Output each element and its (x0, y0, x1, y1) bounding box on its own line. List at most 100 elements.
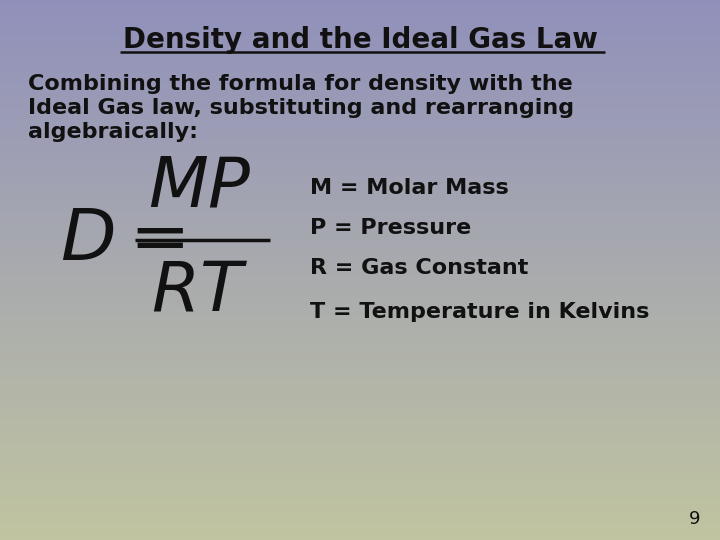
Bar (0, 216, 720, 217)
Bar (0, 367, 720, 368)
Bar (0, 42, 720, 43)
Bar (0, 99, 720, 100)
Bar (0, 76, 720, 77)
Bar (0, 425, 720, 426)
Bar (0, 466, 720, 467)
Bar (0, 43, 720, 44)
Bar (0, 311, 720, 312)
Bar (0, 463, 720, 464)
Bar (0, 162, 720, 163)
Bar (0, 259, 720, 260)
Bar (0, 101, 720, 102)
Bar (0, 361, 720, 362)
Bar (0, 395, 720, 396)
Bar (0, 290, 720, 291)
Bar (0, 64, 720, 65)
Bar (0, 193, 720, 194)
Bar (0, 344, 720, 345)
Bar (0, 354, 720, 355)
Bar (0, 157, 720, 158)
Bar (0, 447, 720, 448)
Bar (0, 16, 720, 17)
Bar (0, 368, 720, 369)
Bar (0, 74, 720, 75)
Bar (0, 405, 720, 406)
Bar (0, 238, 720, 239)
Bar (0, 530, 720, 531)
Bar (0, 181, 720, 182)
Bar (0, 228, 720, 229)
Bar (0, 102, 720, 103)
Bar (0, 71, 720, 72)
Bar (0, 197, 720, 198)
Bar (0, 343, 720, 344)
Bar (0, 355, 720, 356)
Bar (0, 426, 720, 427)
Bar (0, 183, 720, 184)
Bar (0, 298, 720, 299)
Bar (0, 473, 720, 474)
Bar (0, 440, 720, 441)
Bar (0, 296, 720, 297)
Bar (0, 456, 720, 457)
Bar (0, 111, 720, 112)
Bar (0, 502, 720, 503)
Bar (0, 487, 720, 488)
Bar (0, 457, 720, 458)
Text: P = Pressure: P = Pressure (310, 218, 472, 238)
Bar (0, 373, 720, 374)
Bar (0, 226, 720, 227)
Bar (0, 538, 720, 539)
Bar (0, 126, 720, 127)
Bar (0, 438, 720, 439)
Bar (0, 33, 720, 34)
Bar (0, 465, 720, 466)
Bar (0, 86, 720, 87)
Text: $D =$: $D =$ (60, 205, 184, 275)
Bar (0, 54, 720, 55)
Bar (0, 446, 720, 447)
Bar (0, 5, 720, 6)
Bar (0, 129, 720, 130)
Bar (0, 55, 720, 56)
Bar (0, 452, 720, 453)
Bar (0, 474, 720, 475)
Bar (0, 164, 720, 165)
Bar (0, 421, 720, 422)
Bar (0, 138, 720, 139)
Bar (0, 328, 720, 329)
Bar (0, 198, 720, 199)
Bar (0, 335, 720, 336)
Bar (0, 297, 720, 298)
Bar (0, 320, 720, 321)
Bar (0, 260, 720, 261)
Bar (0, 417, 720, 418)
Bar (0, 366, 720, 367)
Bar (0, 270, 720, 271)
Bar (0, 142, 720, 143)
Bar (0, 14, 720, 15)
Bar (0, 377, 720, 378)
Bar (0, 488, 720, 489)
Bar (0, 15, 720, 16)
Bar (0, 40, 720, 41)
Bar (0, 285, 720, 286)
Bar (0, 277, 720, 278)
Bar (0, 482, 720, 483)
Bar (0, 274, 720, 275)
Bar (0, 358, 720, 359)
Bar (0, 69, 720, 70)
Bar (0, 114, 720, 115)
Bar (0, 402, 720, 403)
Bar (0, 378, 720, 379)
Bar (0, 476, 720, 477)
Bar (0, 53, 720, 54)
Bar (0, 93, 720, 94)
Bar (0, 294, 720, 295)
Bar (0, 439, 720, 440)
Bar (0, 150, 720, 151)
Bar (0, 522, 720, 523)
Bar (0, 182, 720, 183)
Bar (0, 57, 720, 58)
Bar (0, 310, 720, 311)
